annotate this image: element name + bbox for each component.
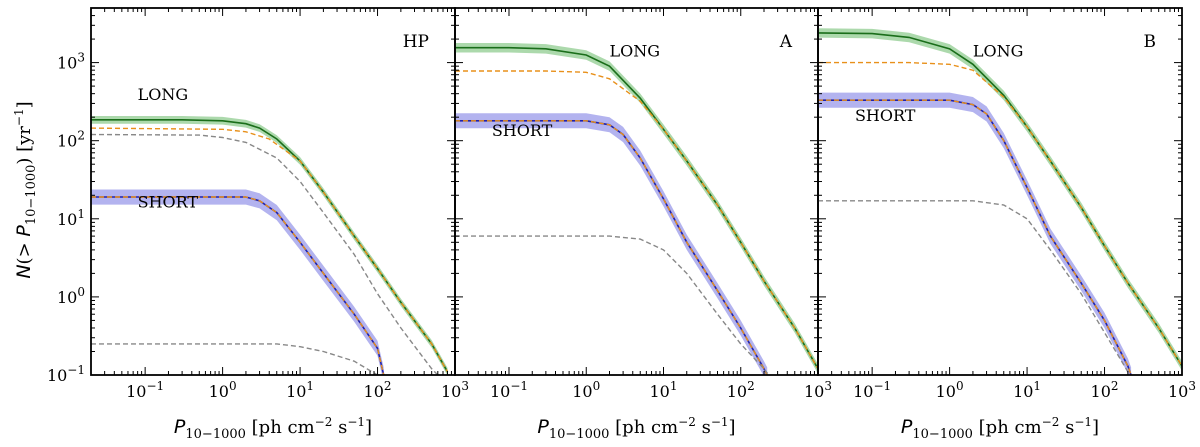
long_component_orange-line — [91, 127, 449, 373]
panel-label: A — [779, 32, 793, 52]
plot-area — [91, 116, 449, 375]
short_median-band — [455, 113, 768, 375]
y-tick-label: 103 — [57, 51, 85, 73]
long_median-band — [91, 116, 448, 375]
panel-a: 10−1 100 101 102 103 A LONG SHORT P10−1000 [ph c… — [454, 7, 832, 442]
x-tick-label: 100 — [209, 379, 237, 401]
x-tick-label: 102 — [364, 379, 392, 401]
annotation-short: SHORT — [855, 106, 916, 125]
long_component_grey-line — [91, 133, 439, 375]
y-tick-label: 100 — [57, 285, 85, 307]
panel-b: 10−1 100 101 102 103 B LONG SHORT P10−1000 [ph c… — [817, 7, 1196, 442]
x-axis-title: P10−1000 [ph cm−2 s−1] — [537, 415, 735, 442]
annotation-long: LONG — [973, 41, 1024, 60]
x-tick-label: 10−1 — [490, 379, 528, 401]
long_median-line — [91, 119, 449, 373]
short_component_grey-line — [91, 343, 378, 375]
x-tick-label: 103 — [1168, 379, 1196, 401]
short_median-line — [455, 120, 768, 375]
short_component_orange-line — [455, 120, 768, 375]
panel-frame — [454, 7, 819, 376]
x-tick-label: 101 — [286, 379, 314, 401]
y-axis-title-group: N(> P10−1000) [yr−1] — [12, 101, 39, 278]
annotation-short: SHORT — [138, 192, 199, 211]
long_component_orange-line — [818, 61, 1182, 367]
y-tick-label: 10−1 — [47, 363, 85, 385]
short_median-band — [818, 92, 1132, 375]
short_component_orange-line — [91, 196, 385, 375]
x-axis-title: P10−1000 [ph cm−2 s−1] — [901, 415, 1099, 442]
x-tick-label: 10−1 — [853, 379, 891, 401]
x-tick-label: 100 — [572, 379, 600, 401]
short_median-band — [91, 189, 384, 375]
y-axis-title: N(> P10−1000) [yr−1] — [12, 101, 39, 278]
x-tick-label: 101 — [649, 379, 677, 401]
annotation-long: LONG — [610, 41, 661, 60]
short_component_orange-line — [818, 99, 1132, 375]
panel-hp: 10−1 100 101 102 103 10−1 100 101 102 103 HP LONG SH… — [47, 7, 469, 442]
panel-label: HP — [403, 32, 429, 52]
grey_component-line — [818, 200, 1131, 375]
y-tick-label: 102 — [57, 129, 85, 151]
x-tick-label: 10−1 — [126, 379, 164, 401]
x-tick-label: 102 — [727, 379, 755, 401]
annotation-short: SHORT — [492, 121, 553, 140]
y-tick-label: 101 — [57, 207, 85, 229]
annotation-long: LONG — [138, 85, 189, 104]
long_median-line — [818, 32, 1182, 367]
short_median-line — [818, 99, 1132, 375]
grey_component-line — [455, 235, 770, 375]
panel-label: B — [1144, 32, 1157, 52]
plot-area — [455, 43, 818, 375]
x-tick-label: 101 — [1013, 379, 1041, 401]
short_median-line — [91, 196, 385, 375]
x-axis-title: P10−1000 [ph cm−2 s−1] — [174, 415, 372, 442]
x-tick-label: 100 — [936, 379, 964, 401]
x-tick-label: 103 — [804, 379, 832, 401]
long_median-band — [455, 43, 818, 374]
x-tick-label: 102 — [1091, 379, 1119, 401]
plot-area — [818, 28, 1182, 375]
long_component_orange-line — [455, 70, 818, 370]
long_median-band — [818, 28, 1182, 371]
x-tick-label: 103 — [441, 379, 469, 401]
panel-frame — [817, 7, 1183, 376]
